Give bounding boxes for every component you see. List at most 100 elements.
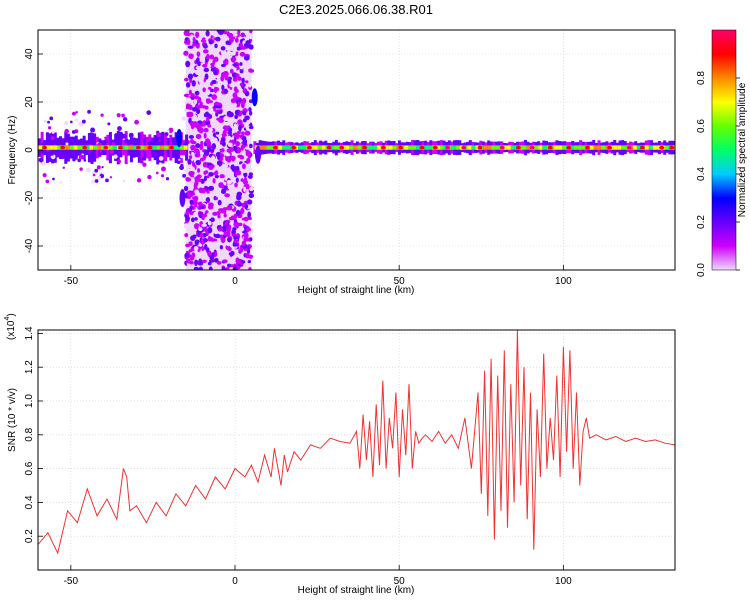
band-speckle — [191, 252, 196, 259]
line-core — [601, 145, 606, 150]
scatter-speckle — [124, 138, 129, 144]
band-speckle — [236, 170, 242, 176]
band-speckle — [226, 179, 233, 185]
scatter-speckle — [45, 179, 50, 184]
line-core — [558, 145, 563, 150]
band-speckle — [232, 92, 238, 99]
band-speckle — [197, 196, 201, 202]
band-speckle — [186, 164, 193, 169]
band-speckle — [231, 32, 238, 37]
scatter-speckle — [113, 154, 118, 159]
band-speckle — [218, 208, 225, 212]
band-speckle — [211, 125, 218, 129]
snr-x-tick-label: -50 — [64, 576, 79, 587]
scatter-speckle — [160, 174, 165, 178]
line-core — [644, 145, 649, 150]
band-speckle — [186, 33, 191, 37]
band-speckle — [248, 107, 252, 112]
scatter-speckle — [52, 177, 55, 181]
band-speckle — [223, 30, 228, 35]
spectrogram-x-tick-label: 0 — [232, 276, 238, 287]
band-speckle — [208, 259, 215, 263]
band-speckle — [193, 98, 198, 105]
band-speckle — [215, 131, 220, 135]
line-peak — [432, 145, 438, 150]
line-core — [317, 145, 322, 150]
band-speckle — [235, 132, 240, 138]
band-speckle — [240, 144, 244, 151]
line-core — [329, 145, 334, 150]
band-speckle — [225, 156, 231, 162]
band-speckle — [228, 111, 234, 118]
band-speckle — [195, 133, 202, 140]
line-peak — [659, 145, 665, 150]
line-peak — [117, 145, 123, 150]
spectrogram-x-tick-label: 100 — [555, 276, 572, 287]
snr-x-ticks: -50 0 50 100 — [64, 565, 572, 587]
band-speckle — [188, 155, 193, 160]
line-core — [376, 145, 381, 150]
line-core — [664, 145, 669, 150]
band-speckle — [197, 261, 204, 266]
line-peak — [326, 145, 332, 150]
band-speckle — [217, 110, 223, 114]
band-speckle — [194, 83, 200, 89]
band-speckle — [189, 211, 194, 216]
line-core — [435, 145, 440, 150]
band-speckle — [224, 162, 229, 169]
band-speckle — [220, 75, 225, 82]
scatter-speckle — [141, 160, 144, 163]
band-speckle — [222, 259, 228, 264]
line-core — [404, 145, 409, 150]
line-core — [278, 145, 283, 150]
band-speckle — [219, 174, 225, 179]
spectrogram-marks — [38, 30, 675, 270]
band-speckle — [203, 175, 207, 182]
band-speckle — [238, 174, 244, 179]
band-speckle — [216, 153, 221, 160]
band-speckle — [230, 164, 236, 171]
band-speckle — [188, 104, 193, 110]
line-core — [156, 145, 161, 150]
band-speckle — [239, 51, 246, 57]
band-speckle — [207, 261, 212, 266]
band-speckle — [188, 125, 192, 131]
snr-scale-label: (x10 — [6, 320, 17, 340]
spectrogram-panel: -50 0 50 100 -40 -20 0 20 40 Height of straight… — [7, 29, 676, 296]
line-peak — [607, 145, 613, 150]
line-core — [372, 145, 377, 150]
band-speckle — [212, 211, 219, 216]
scatter-speckle — [88, 158, 94, 163]
band-speckle — [199, 143, 204, 151]
scatter-speckle — [45, 175, 49, 178]
band-speckle — [244, 146, 250, 150]
spectrogram-y-ticks: -40 -20 0 20 40 — [24, 48, 43, 253]
line-core — [140, 145, 145, 150]
line-peak — [626, 145, 632, 150]
snr-y-tick-label: 0.4 — [24, 495, 35, 509]
band-speckle — [225, 230, 231, 237]
band-speckle — [191, 106, 198, 112]
line-core — [502, 145, 507, 150]
band-speckle — [184, 168, 190, 173]
band-speckle — [222, 50, 227, 57]
band-speckle — [244, 221, 251, 226]
band-speckle — [244, 203, 249, 210]
scatter-speckle — [121, 113, 125, 118]
scatter-speckle — [182, 173, 187, 178]
line-core — [483, 145, 488, 150]
line-core — [506, 145, 511, 150]
line-core — [108, 145, 113, 150]
band-speckle — [197, 104, 202, 109]
band-speckle — [232, 195, 237, 201]
line-peak — [398, 145, 404, 150]
band-speckle — [188, 53, 194, 59]
scatter-speckle — [85, 167, 91, 173]
line-peak — [306, 145, 312, 150]
band-speckle — [248, 32, 254, 40]
band-speckle — [246, 199, 253, 205]
scatter-speckle — [49, 151, 54, 156]
line-peak — [566, 145, 572, 150]
band-speckle — [193, 182, 198, 190]
line-core — [597, 145, 602, 150]
